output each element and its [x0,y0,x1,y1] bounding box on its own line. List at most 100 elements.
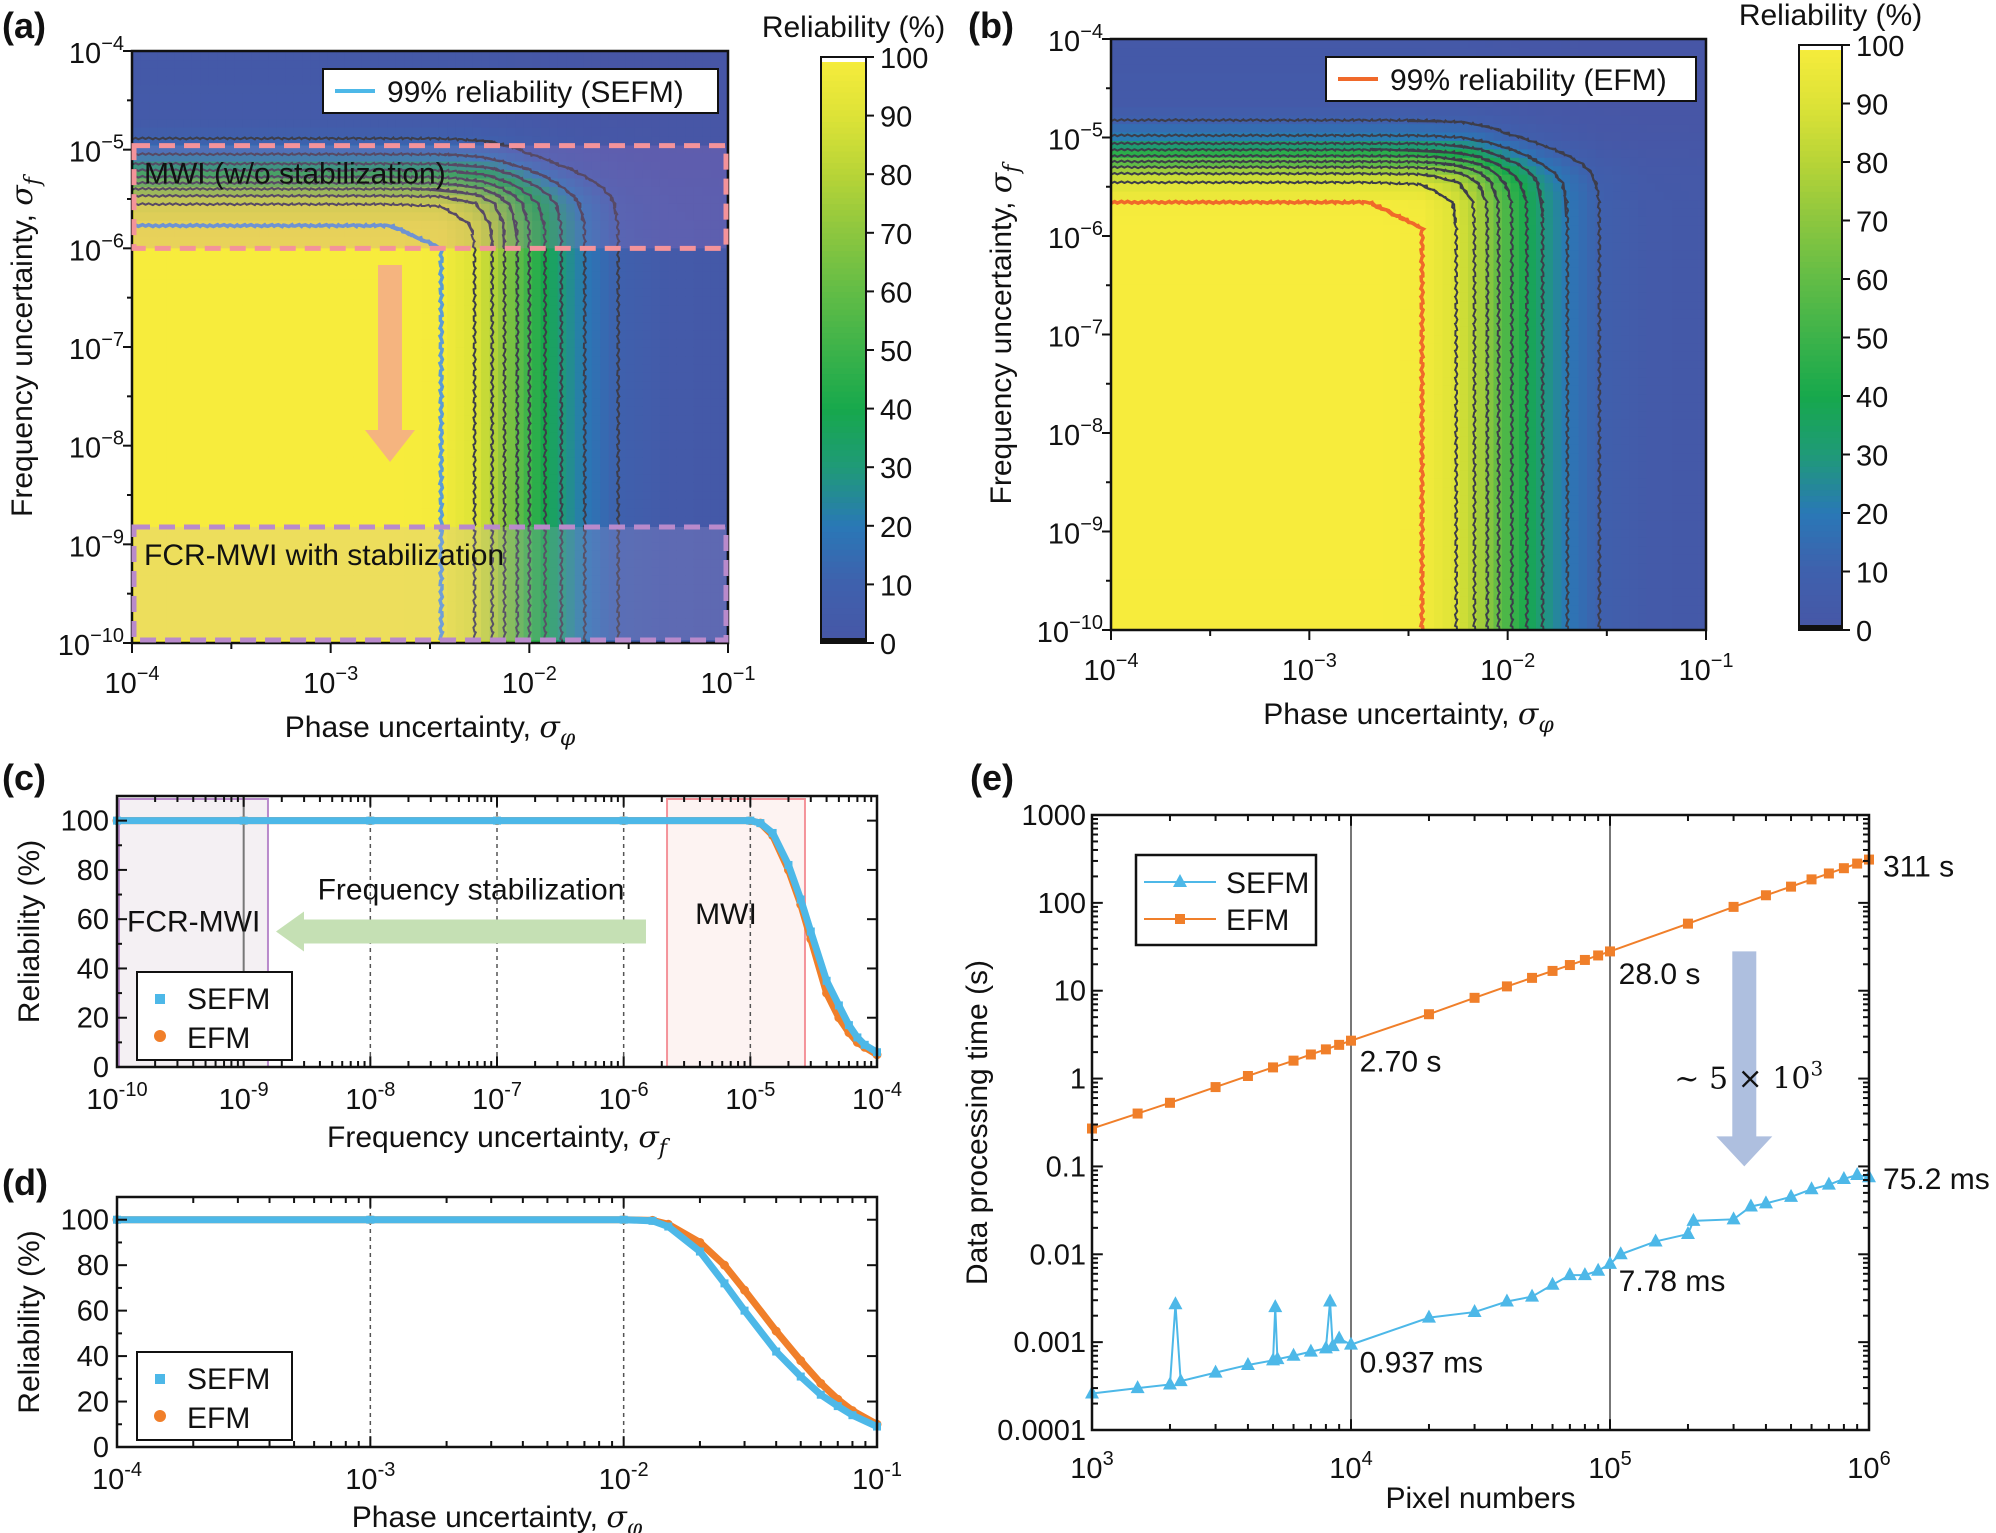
heatmap-cell [327,397,337,407]
heatmap-cell [319,169,329,179]
heatmap-cell [293,575,303,585]
heatmap-cell [183,279,193,289]
heatmap-cell [276,414,286,424]
heatmap-cell [259,211,269,221]
heatmap-cell [378,169,389,179]
heatmap-cell [591,600,601,610]
heatmap-cell [506,499,516,509]
heatmap-cell [685,253,695,264]
heatmap-cell [506,448,516,458]
heatmap-cell [276,186,286,196]
heatmap-cell [208,380,218,390]
heatmap-cell [259,118,269,128]
heatmap-cell [464,177,474,187]
heatmap-cell [149,440,159,450]
heatmap-cell [200,101,210,111]
heatmap-cell [430,127,440,137]
heatmap-cell [293,169,303,179]
heatmap-cell [310,431,320,441]
heatmap-cell [361,507,371,517]
heatmap-cell [140,110,150,120]
heatmap-cell [583,380,593,390]
heatmap-cell [404,507,414,517]
heatmap-cell [404,203,414,213]
heatmap-cell [566,465,576,475]
heatmap-cell [659,355,669,365]
heatmap-cell [455,440,465,450]
heatmap-cell [174,237,184,247]
heatmap-cell [549,363,559,373]
heatmap-cell [395,558,406,568]
heatmap-cell [370,253,380,264]
heatmap-cell [251,330,261,340]
heatmap-cell [302,59,312,69]
heatmap-cell [421,135,431,145]
heatmap-cell [574,160,584,170]
heatmap-cell [361,516,371,526]
heatmap-cell [251,499,261,509]
heatmap-cell [336,160,346,170]
heatmap-cell [421,380,431,390]
heatmap-cell [149,338,159,348]
heatmap-cell [132,541,142,551]
heatmap-cell [132,465,142,475]
heatmap-cell [498,431,508,441]
heatmap-cell [651,380,661,390]
heatmap-cell [651,490,661,500]
heatmap-cell [166,51,176,61]
heatmap-cell [481,626,491,636]
heatmap-cell [344,279,354,289]
heatmap-cell [242,304,252,314]
heatmap-cell [293,51,303,61]
heatmap-cell [566,313,576,323]
heatmap-cell [200,304,210,314]
heatmap-cell [625,516,635,526]
heatmap-cell [183,389,193,399]
heatmap-cell [200,541,210,551]
heatmap-cell [583,372,593,382]
heatmap-cell [523,211,533,221]
heatmap-cell [234,533,244,543]
heatmap-cell [183,160,193,170]
heatmap-cell [532,355,542,365]
heatmap-cell [251,84,261,94]
heatmap-cell [591,533,601,543]
heatmap-cell [430,59,440,69]
heatmap-cell [464,507,474,517]
heatmap-cell [608,118,618,128]
heatmap-cell [387,59,397,69]
heatmap-cell [472,617,482,627]
colorbar-segment [821,619,866,627]
heatmap-cell [515,262,525,272]
heatmap-cell [523,592,533,602]
heatmap-cell [344,372,354,382]
heatmap-cell [174,380,184,390]
heatmap-cell [574,237,584,247]
heatmap-cell [591,465,601,475]
heatmap-cell [183,67,193,77]
heatmap-cell [387,237,397,247]
heatmap-cell [685,499,695,509]
heatmap-cell [608,321,618,331]
heatmap-cell [370,617,380,627]
heatmap-cell [183,507,193,517]
heatmap-cell [183,609,193,619]
heatmap-cell [540,296,550,306]
heatmap-cell [132,592,142,602]
heatmap-cell [515,279,525,289]
heatmap-cell [395,203,406,213]
heatmap-cell [225,321,235,331]
heatmap-cell [387,135,397,145]
heatmap-cell [251,380,261,390]
heatmap-cell [404,355,414,365]
heatmap-cell [464,338,474,348]
heatmap-cell [319,59,329,69]
heatmap-cell [285,135,295,145]
heatmap-cell [166,304,176,314]
heatmap-cell [566,406,576,416]
heatmap-cell [693,347,704,357]
heatmap-cell [268,160,278,170]
heatmap-cell [566,304,576,314]
heatmap-cell [642,313,652,323]
heatmap-cell [515,516,525,526]
